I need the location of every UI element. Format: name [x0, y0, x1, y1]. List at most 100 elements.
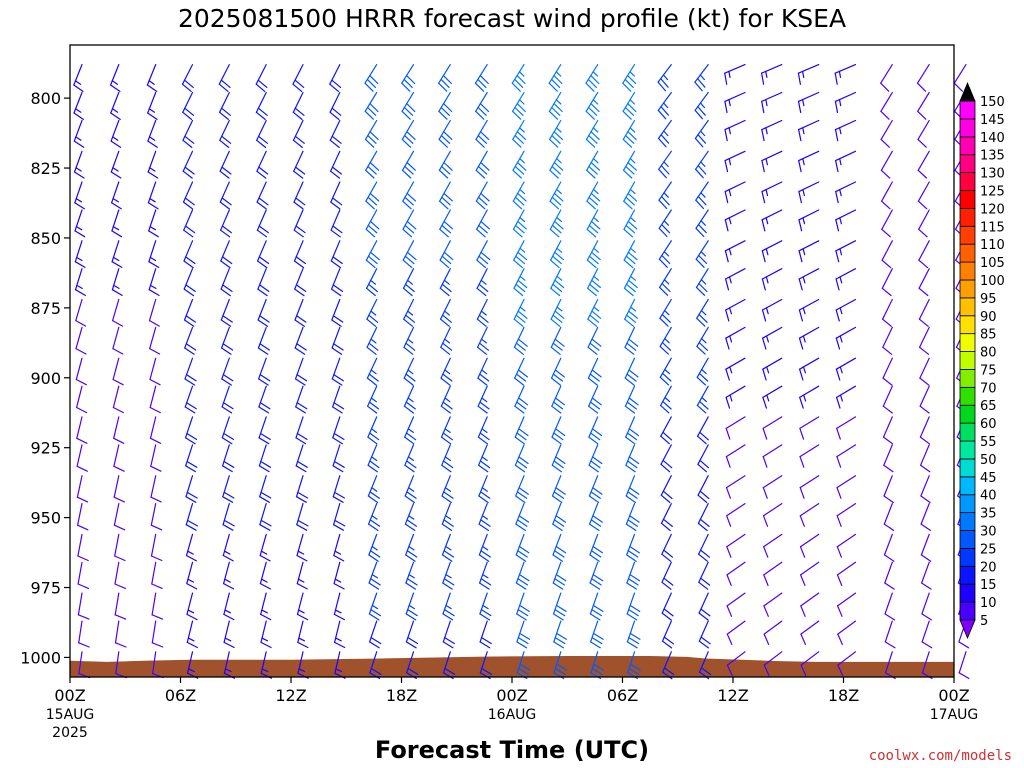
barb-full — [762, 515, 769, 527]
colorbar-segment — [959, 512, 976, 531]
barb-half — [839, 189, 842, 197]
barb-full — [517, 192, 527, 202]
barb-shaft — [259, 503, 267, 526]
barb-full — [181, 83, 192, 93]
barb-half — [802, 366, 807, 374]
wind-barb — [478, 475, 491, 504]
wind-barb — [184, 357, 197, 386]
barb-shaft — [882, 385, 893, 407]
barb-full — [220, 229, 231, 238]
barb-full — [920, 582, 932, 590]
barb-shaft — [880, 181, 893, 202]
barb-half — [519, 247, 526, 253]
barb-full — [222, 284, 233, 292]
barb-half — [663, 220, 670, 226]
barb-shaft — [184, 357, 194, 380]
wind-barb — [549, 181, 564, 210]
barb-full — [590, 491, 601, 499]
barb-full — [623, 228, 634, 238]
barb-full — [627, 220, 638, 230]
barb-full — [799, 487, 805, 499]
wind-barb — [726, 533, 746, 558]
barb-full — [661, 581, 672, 590]
wind-barb — [147, 91, 158, 121]
barb-full — [554, 310, 565, 319]
barb-full — [555, 515, 567, 523]
barb-shaft — [588, 503, 599, 525]
barb-shaft — [293, 209, 304, 231]
barb-full — [835, 191, 839, 204]
wind-barb — [113, 416, 125, 444]
wind-barb — [661, 533, 674, 562]
barb-full — [763, 574, 769, 587]
barb-full — [699, 490, 710, 500]
barb-full — [443, 102, 453, 113]
barb-full — [552, 255, 562, 265]
barb-full — [695, 286, 706, 296]
wind-barb — [762, 444, 783, 468]
barb-shaft — [695, 240, 709, 260]
colorbar-label: 75 — [980, 363, 997, 378]
wind-barb — [550, 268, 565, 297]
barb-full — [223, 641, 235, 649]
y-tick-label: 950 — [30, 509, 61, 528]
barb-shaft — [587, 298, 599, 320]
wind-barb — [109, 63, 121, 93]
wind-barb — [921, 592, 933, 621]
barb-half — [592, 99, 599, 105]
wind-barb — [551, 475, 566, 504]
barb-shaft — [799, 385, 820, 398]
barb-full — [623, 200, 633, 210]
wind-barb — [697, 444, 710, 473]
barb-full — [798, 160, 802, 173]
wind-barb — [763, 620, 783, 646]
wind-barb — [881, 240, 893, 269]
colorbar-segment — [959, 386, 976, 406]
barb-half — [481, 428, 488, 433]
barb-half — [839, 158, 842, 166]
barb-full — [479, 401, 490, 410]
barb-full — [629, 515, 640, 523]
barb-shaft — [797, 119, 820, 131]
wind-barb — [74, 240, 86, 268]
barb-full — [480, 251, 491, 261]
wind-barb — [624, 326, 639, 355]
barb-full — [518, 573, 530, 582]
barb-full — [332, 437, 343, 445]
barb-full — [221, 107, 231, 116]
barb-full — [257, 260, 268, 269]
barb-half — [518, 71, 525, 77]
barb-full — [761, 337, 767, 350]
barb-full — [698, 254, 708, 265]
wind-barb — [761, 326, 783, 350]
barb-full — [514, 165, 525, 175]
barb-shaft — [186, 592, 194, 616]
barb-shaft — [550, 326, 562, 348]
barb-full — [623, 287, 634, 297]
barb-full — [953, 82, 963, 92]
wind-barb — [258, 385, 271, 414]
wind-barb — [148, 268, 160, 296]
wind-barb — [553, 620, 567, 649]
y-tick-label: 825 — [30, 159, 61, 178]
barb-shaft — [111, 209, 120, 232]
wind-barb — [293, 150, 306, 179]
barb-shaft — [366, 357, 378, 379]
wind-barb — [113, 503, 126, 531]
x-date-label: 16AUG — [488, 707, 537, 723]
barb-shaft — [660, 475, 672, 496]
barb-full — [761, 160, 765, 173]
terrain-area — [70, 656, 954, 677]
barb-full — [478, 255, 489, 265]
barb-full — [658, 199, 668, 210]
wind-barb — [696, 326, 709, 355]
barb-full — [331, 135, 342, 144]
barb-full — [477, 346, 488, 355]
barb-full — [406, 519, 417, 527]
barb-full — [222, 402, 234, 410]
barb-shaft — [658, 209, 672, 229]
barb-shaft — [761, 298, 783, 311]
wind-barb — [114, 533, 126, 562]
barb-shaft — [257, 240, 267, 262]
